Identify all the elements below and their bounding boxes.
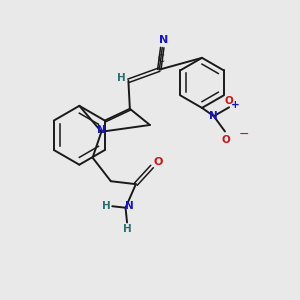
Text: N: N	[125, 201, 134, 211]
Text: N: N	[97, 125, 106, 135]
Text: H: H	[117, 73, 125, 83]
Text: −: −	[239, 128, 249, 141]
Text: H: H	[123, 224, 132, 234]
Text: N: N	[209, 111, 218, 121]
Text: N: N	[158, 35, 168, 45]
Text: O: O	[221, 135, 230, 145]
Text: O: O	[224, 96, 233, 106]
Text: C: C	[157, 54, 164, 64]
Text: H: H	[102, 201, 111, 211]
Text: O: O	[154, 157, 163, 167]
Text: +: +	[231, 100, 239, 110]
